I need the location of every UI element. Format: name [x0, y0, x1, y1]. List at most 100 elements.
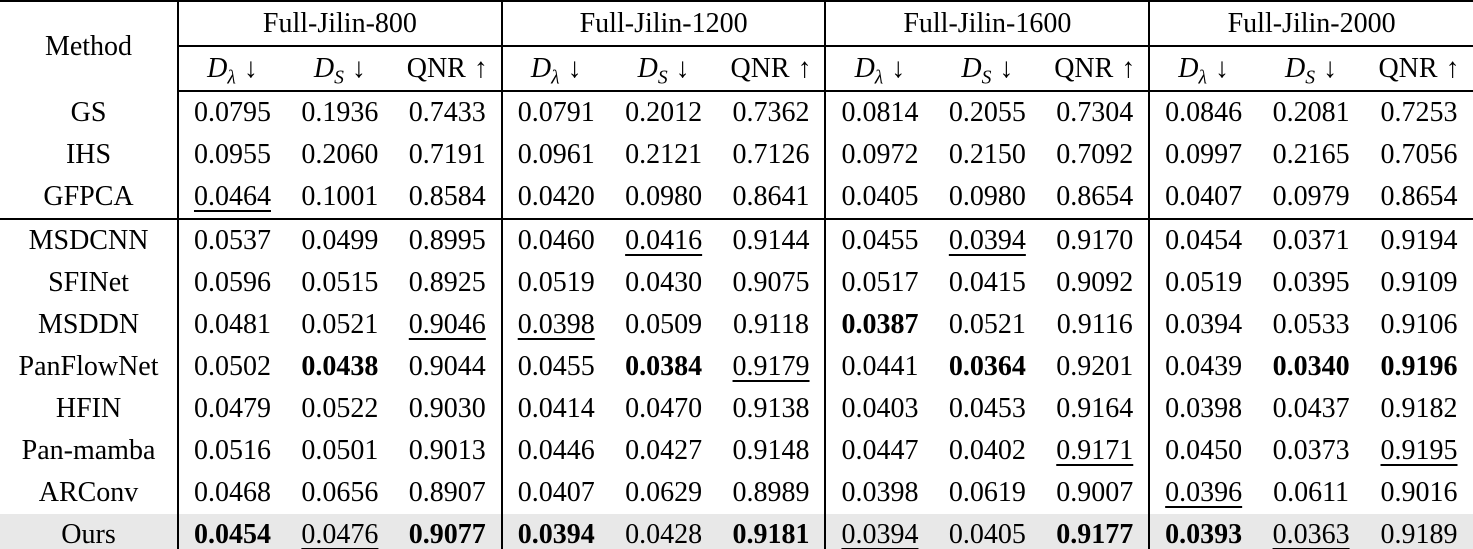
table-row: SFINet 0.0596 0.0515 0.8925 0.0519 0.0430 0.90…	[0, 262, 1473, 304]
metric-value-cell: 0.9194	[1365, 218, 1473, 262]
metric-value-cell: 0.8995	[393, 218, 502, 262]
down-arrow-icon: ↓	[1323, 52, 1338, 84]
up-arrow-icon: ↑	[797, 52, 812, 84]
metric-value-cell: 0.9195	[1380, 435, 1458, 466]
metric-value-cell: 0.0394	[500, 514, 610, 549]
table-row: MSDCNN 0.0537 0.0499 0.8995 0.0460 0.0416 0.91…	[0, 218, 1473, 262]
metric-value-cell: 0.9179	[732, 351, 810, 382]
up-arrow-icon: ↑	[473, 52, 488, 84]
method-cell: SFINet	[48, 267, 129, 298]
metric-symbol: QNR	[1378, 52, 1438, 84]
metric-value-cell: 0.8641	[732, 181, 810, 212]
metric-value-cell: 0.0596	[177, 262, 286, 304]
metric-header-d-lambda: Dλ ↓	[1148, 46, 1258, 92]
method-cell: PanFlowNet	[18, 351, 159, 382]
metric-value-cell: 0.0499	[285, 218, 394, 262]
metric-value-cell: 0.0481	[177, 304, 286, 346]
metric-value-cell: 0.0521	[301, 309, 379, 340]
table-row: Ours 0.0454 0.0476 0.9077 0.0394 0.0428 0.9181…	[0, 514, 1473, 549]
metric-value-cell: 0.9016	[1380, 477, 1458, 508]
metric-header-d-lambda: Dλ ↓	[177, 46, 286, 92]
metric-value-cell: 0.8989	[732, 477, 810, 508]
metric-value-cell: 0.0980	[948, 181, 1026, 212]
metric-symbol: QNR	[730, 52, 790, 84]
metric-subscript: λ	[551, 67, 560, 89]
metric-value-cell: 0.0479	[177, 388, 286, 430]
metric-value-cell: 0.0387	[824, 304, 934, 346]
table-row: IHS 0.0955 0.2060 0.7191 0.0961 0.2121 0.7126 0…	[0, 134, 1473, 176]
method-cell: MSDCNN	[0, 218, 179, 262]
metric-value-cell: 0.7433	[408, 97, 486, 128]
metric-value-cell: 0.0402	[948, 435, 1026, 466]
metric-value-cell: 0.0407	[1148, 176, 1258, 219]
metric-header-qnr: QNR ↑	[1365, 46, 1473, 92]
metric-value-cell: 0.0430	[625, 267, 703, 298]
metric-value-cell: 0.8654	[1056, 181, 1134, 212]
metric-value-cell: 0.0454	[1148, 218, 1258, 262]
metric-value-cell: 0.9170	[1041, 218, 1150, 262]
metric-value-cell: 0.7056	[1380, 139, 1458, 170]
method-cell: Pan-mamba	[21, 435, 156, 466]
method-cell: ARConv	[38, 477, 139, 508]
table-body: GS 0.0795 0.1936 0.7433 0.0791 0.2012 0.7362 0.…	[0, 91, 1473, 549]
metric-value-cell: 0.0394	[824, 514, 934, 549]
metric-header-d-lambda: Dλ ↓	[824, 46, 934, 92]
metric-value-cell: 0.0501	[301, 435, 379, 466]
metric-value-cell: 0.2055	[948, 97, 1026, 128]
group-header-full-jilin-800: Full-Jilin-800	[177, 1, 502, 47]
metric-symbol: D	[1178, 52, 1199, 84]
metric-symbol: QNR	[406, 52, 466, 84]
table-row: ARConv 0.0468 0.0656 0.8907 0.0407 0.0629 0.89…	[0, 472, 1473, 514]
method-cell: IHS	[65, 139, 112, 170]
metric-value-cell: 0.0517	[824, 262, 934, 304]
metric-subscript: S	[334, 67, 344, 89]
table-row: GFPCA 0.0464 0.1001 0.8584 0.0420 0.0980 0.864…	[0, 176, 1473, 219]
method-cell: HFIN	[55, 393, 122, 424]
metric-value-cell: 0.0450	[1148, 430, 1258, 472]
table-row: GS 0.0795 0.1936 0.7433 0.0791 0.2012 0.7362 0.…	[0, 91, 1473, 134]
metric-value-cell: 0.0364	[948, 351, 1026, 382]
method-cell: MSDDN	[37, 309, 140, 340]
metric-value-cell: 0.9148	[732, 435, 810, 466]
metric-value-cell: 0.9116	[1056, 309, 1133, 340]
metric-value-cell: 0.0394	[933, 218, 1042, 262]
metric-subscript: λ	[874, 67, 884, 89]
metric-value-cell: 0.0403	[824, 388, 934, 430]
metric-value-cell: 0.0398	[824, 472, 934, 514]
metric-value-cell: 0.0453	[948, 393, 1026, 424]
metric-value-cell: 0.9106	[1380, 309, 1458, 340]
metric-value-cell: 0.0814	[824, 91, 934, 134]
metric-subscript: S	[1305, 67, 1316, 89]
method-cell: GFPCA	[43, 181, 134, 212]
metric-header-d-lambda: Dλ ↓	[500, 46, 610, 92]
metric-value-cell: 0.0439	[1148, 346, 1258, 388]
down-arrow-icon: ↓	[243, 52, 258, 84]
metric-symbol: D	[530, 52, 552, 84]
metric-value-cell: 0.0428	[625, 519, 703, 549]
metric-value-cell: 0.0454	[177, 514, 286, 549]
metric-value-cell: 0.0416	[609, 218, 718, 262]
metric-symbol: D	[854, 52, 875, 84]
down-arrow-icon: ↓	[891, 52, 906, 84]
metric-value-cell: 0.0384	[625, 351, 703, 382]
metric-value-cell: 0.0455	[824, 218, 934, 262]
metric-value-cell: 0.9044	[408, 351, 486, 382]
metric-value-cell: 0.0519	[500, 262, 610, 304]
metric-header-d-s: DS ↓	[285, 46, 394, 92]
metric-value-cell: 0.9201	[1056, 351, 1134, 382]
up-arrow-icon: ↑	[1445, 52, 1460, 84]
metric-value-cell: 0.0795	[177, 91, 286, 134]
metric-value-cell: 0.0656	[301, 477, 379, 508]
metric-value-cell: 0.0980	[625, 181, 703, 212]
metric-value-cell: 0.8584	[408, 181, 486, 212]
metric-value-cell: 0.9013	[408, 435, 486, 466]
metric-subscript: λ	[1198, 67, 1208, 89]
down-arrow-icon: ↓	[1215, 52, 1230, 84]
metric-value-cell: 0.0470	[625, 393, 703, 424]
metric-value-cell: 0.2012	[625, 97, 703, 128]
table-row: MSDDN 0.0481 0.0521 0.9046 0.0398 0.0509 0.911…	[0, 304, 1473, 346]
metric-header-d-s: DS ↓	[1257, 46, 1366, 92]
metric-value-cell: 0.0629	[625, 477, 703, 508]
